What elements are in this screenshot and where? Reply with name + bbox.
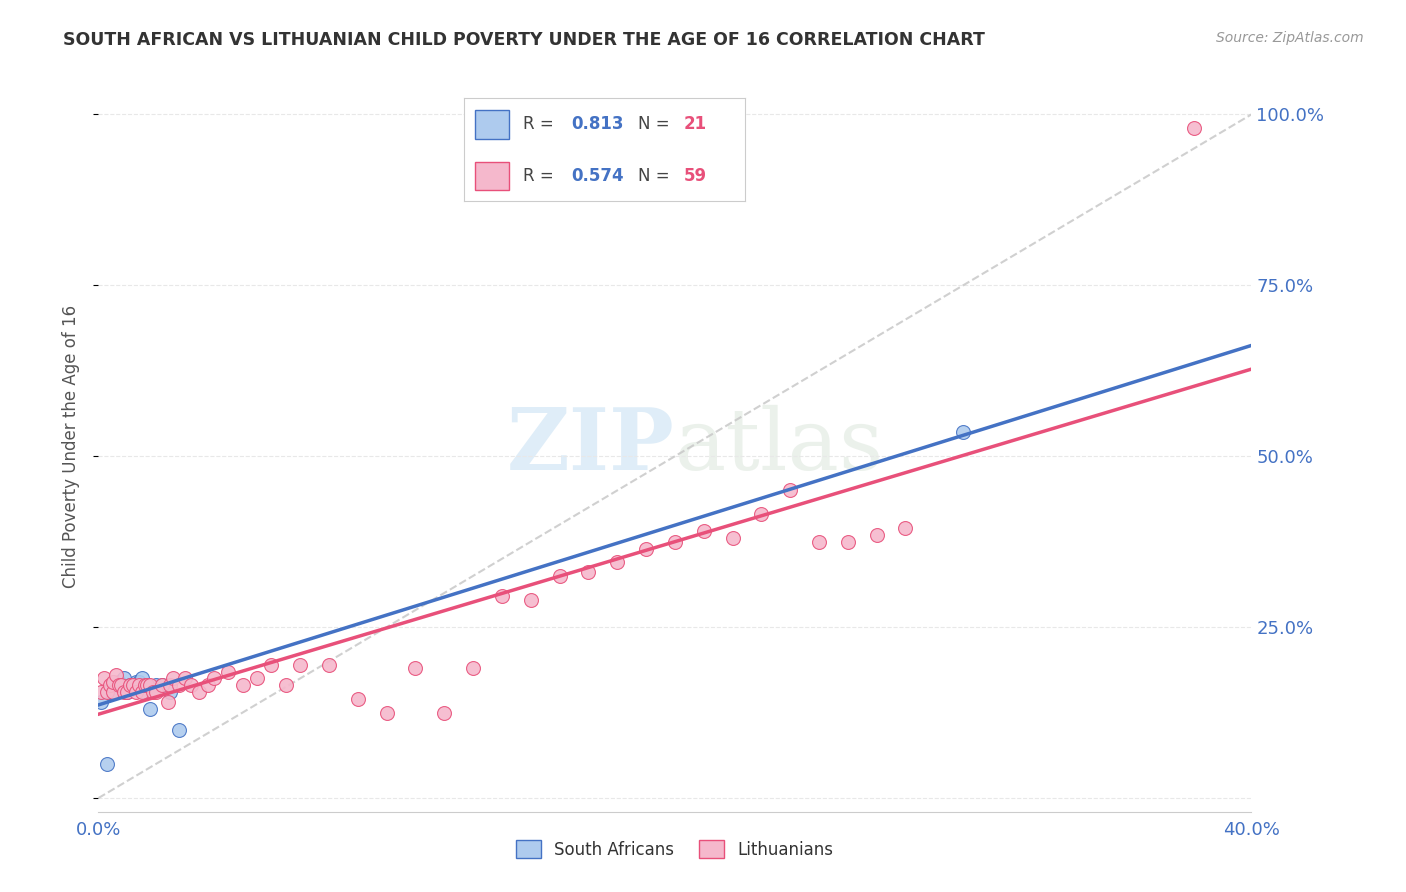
Point xyxy=(664,534,686,549)
Point xyxy=(96,756,118,771)
Point xyxy=(150,678,173,692)
Point xyxy=(894,521,917,535)
Point xyxy=(174,672,197,686)
Text: atlas: atlas xyxy=(675,404,884,488)
Bar xyxy=(475,161,509,190)
Text: ZIP: ZIP xyxy=(508,404,675,488)
Point xyxy=(107,678,129,692)
Point xyxy=(375,706,398,720)
Point xyxy=(808,534,831,549)
Point xyxy=(110,678,132,692)
Point xyxy=(136,678,159,692)
Text: 21: 21 xyxy=(683,115,706,133)
Point xyxy=(120,678,142,692)
Point xyxy=(98,678,121,692)
Point xyxy=(90,695,112,709)
Bar xyxy=(475,111,509,139)
Point xyxy=(520,592,543,607)
Point xyxy=(290,657,312,672)
Point xyxy=(548,569,571,583)
Point xyxy=(636,541,658,556)
Point xyxy=(578,566,600,580)
Text: SOUTH AFRICAN VS LITHUANIAN CHILD POVERTY UNDER THE AGE OF 16 CORRELATION CHART: SOUTH AFRICAN VS LITHUANIAN CHILD POVERT… xyxy=(63,31,986,49)
Point xyxy=(346,692,368,706)
Point xyxy=(122,678,145,692)
Point xyxy=(101,685,124,699)
Point xyxy=(120,678,142,692)
Point xyxy=(112,685,135,699)
Point xyxy=(197,678,219,692)
Point xyxy=(93,672,115,686)
Point xyxy=(952,425,974,440)
Point xyxy=(837,534,859,549)
Point xyxy=(131,672,153,686)
Point xyxy=(751,508,773,522)
Point xyxy=(779,483,801,498)
Point xyxy=(461,661,484,675)
Point xyxy=(693,524,716,539)
Point xyxy=(159,678,181,692)
Point xyxy=(260,657,283,672)
Point xyxy=(134,678,156,692)
Point xyxy=(866,528,889,542)
Point xyxy=(125,685,148,699)
Point xyxy=(112,672,135,686)
Point xyxy=(721,531,744,545)
Point xyxy=(1182,121,1205,136)
Point xyxy=(162,672,184,686)
Point xyxy=(104,685,127,699)
Point xyxy=(139,678,162,692)
Point xyxy=(202,672,225,686)
Point xyxy=(128,674,150,689)
Point xyxy=(104,668,127,682)
Point xyxy=(117,685,139,699)
Point xyxy=(122,678,145,692)
Text: 0.574: 0.574 xyxy=(571,167,623,185)
Text: N =: N = xyxy=(638,115,675,133)
Text: 0.813: 0.813 xyxy=(571,115,623,133)
Point xyxy=(145,678,167,692)
Point xyxy=(167,678,190,692)
Point xyxy=(159,685,181,699)
Point xyxy=(405,661,427,675)
Point xyxy=(274,678,297,692)
Point xyxy=(98,685,121,699)
Point xyxy=(156,695,179,709)
Point xyxy=(188,685,211,699)
Point xyxy=(125,674,148,689)
Point xyxy=(231,678,254,692)
Point xyxy=(150,678,173,692)
Point xyxy=(246,672,269,686)
Point xyxy=(491,590,513,604)
Point xyxy=(180,678,202,692)
Point xyxy=(131,685,153,699)
Point xyxy=(128,678,150,692)
Point xyxy=(217,665,239,679)
Point xyxy=(139,702,162,716)
Y-axis label: Child Poverty Under the Age of 16: Child Poverty Under the Age of 16 xyxy=(62,304,80,588)
Text: R =: R = xyxy=(523,115,560,133)
Point xyxy=(101,678,124,692)
Text: 59: 59 xyxy=(683,167,706,185)
Legend: South Africans, Lithuanians: South Africans, Lithuanians xyxy=(509,833,841,865)
Point xyxy=(145,685,167,699)
Text: Source: ZipAtlas.com: Source: ZipAtlas.com xyxy=(1216,31,1364,45)
Point xyxy=(101,674,124,689)
Point xyxy=(433,706,456,720)
Point xyxy=(318,657,340,672)
Point xyxy=(117,685,139,699)
Point xyxy=(606,555,628,569)
Point xyxy=(107,674,129,689)
Point xyxy=(90,685,112,699)
Point xyxy=(167,723,190,737)
Point xyxy=(134,685,156,699)
Text: R =: R = xyxy=(523,167,560,185)
Point xyxy=(110,678,132,692)
Point xyxy=(142,685,165,699)
Point xyxy=(96,685,118,699)
Text: N =: N = xyxy=(638,167,675,185)
